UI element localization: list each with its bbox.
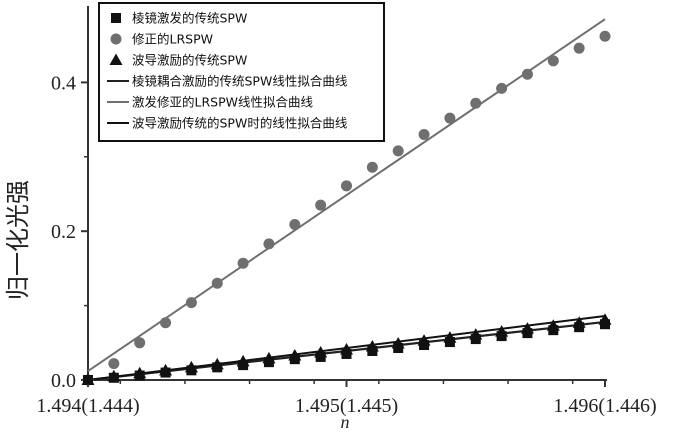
legend-label: 激发修亚的LRSPW线性拟合曲线 <box>132 95 313 110</box>
circle-marker <box>366 161 378 173</box>
square-marker <box>108 372 119 383</box>
square-marker <box>263 357 274 368</box>
square-marker <box>111 13 121 23</box>
square-marker <box>419 340 430 351</box>
x-tick-label: 1.496(1.446) <box>553 395 656 417</box>
circle-marker <box>521 68 533 80</box>
y-tick-label: 0.2 <box>51 221 76 243</box>
circle-marker <box>599 30 611 42</box>
square-marker <box>289 354 300 365</box>
square-marker <box>315 351 326 362</box>
square-marker <box>496 331 507 342</box>
y-tick-label: 0.0 <box>51 370 76 392</box>
legend-label: 波导激励传统的SPW时的线性拟合曲线 <box>132 116 348 131</box>
legend-label: 波导激励的传统SPW <box>132 53 247 68</box>
square-marker <box>212 362 223 373</box>
circle-marker <box>185 297 197 309</box>
legend-label: 棱镜激发的传统SPW <box>132 11 247 26</box>
square-marker <box>367 345 378 356</box>
square-marker <box>522 328 533 339</box>
x-axis-title: n <box>341 412 350 432</box>
circle-marker <box>392 145 404 157</box>
legend-box <box>98 2 385 142</box>
axis-ticks: 1.494(1.444) 1.495(1.445) 1.496(1.446) 0.0 0… <box>36 72 656 417</box>
circle-marker <box>418 128 430 140</box>
fit-line <box>87 18 606 372</box>
triangle-marker <box>109 53 123 65</box>
x-tick-label: 1.494(1.444) <box>36 395 139 417</box>
circle-marker <box>341 180 352 192</box>
circle-marker <box>470 97 482 109</box>
square-marker <box>238 360 249 371</box>
legend-label: 棱镜耦合激励的传统SPW线性拟合曲线 <box>132 74 348 89</box>
legend-label: 修正的LRSPW <box>132 32 213 47</box>
circle-marker <box>315 199 327 211</box>
square-marker <box>548 325 559 336</box>
circle-marker <box>160 317 172 329</box>
circle-marker <box>211 277 223 289</box>
square-marker <box>600 319 610 330</box>
y-axis-title: 归一化光强 <box>4 180 32 300</box>
circle-marker <box>573 42 585 54</box>
square-marker <box>341 348 352 359</box>
square-marker <box>393 343 404 354</box>
circle-marker <box>547 55 559 67</box>
square-marker <box>134 370 145 381</box>
square-marker <box>444 337 455 348</box>
circle-marker <box>110 33 122 45</box>
y-tick-label: 0.4 <box>51 72 76 94</box>
circle-marker <box>289 219 301 231</box>
square-marker <box>160 367 171 378</box>
square-marker <box>83 375 93 385</box>
legend-items: 棱镜激发的传统SPW 修正的LRSPW 波导激励的传统SPW 棱镜耦合激励的传统SPW… <box>107 11 348 131</box>
square-marker <box>574 322 585 333</box>
circle-marker <box>496 82 508 94</box>
x-tick-label: 1.495(1.445) <box>295 395 398 417</box>
circle-marker <box>134 337 146 349</box>
square-marker <box>470 334 481 345</box>
legend: 棱镜激发的传统SPW 修正的LRSPW 波导激励的传统SPW 棱镜耦合激励的传统SPW… <box>98 2 385 142</box>
circle-marker <box>444 112 456 124</box>
square-marker <box>186 365 197 376</box>
circle-marker <box>263 238 275 250</box>
circle-marker <box>237 257 249 269</box>
circle-marker <box>108 358 120 370</box>
data-markers <box>81 30 612 386</box>
